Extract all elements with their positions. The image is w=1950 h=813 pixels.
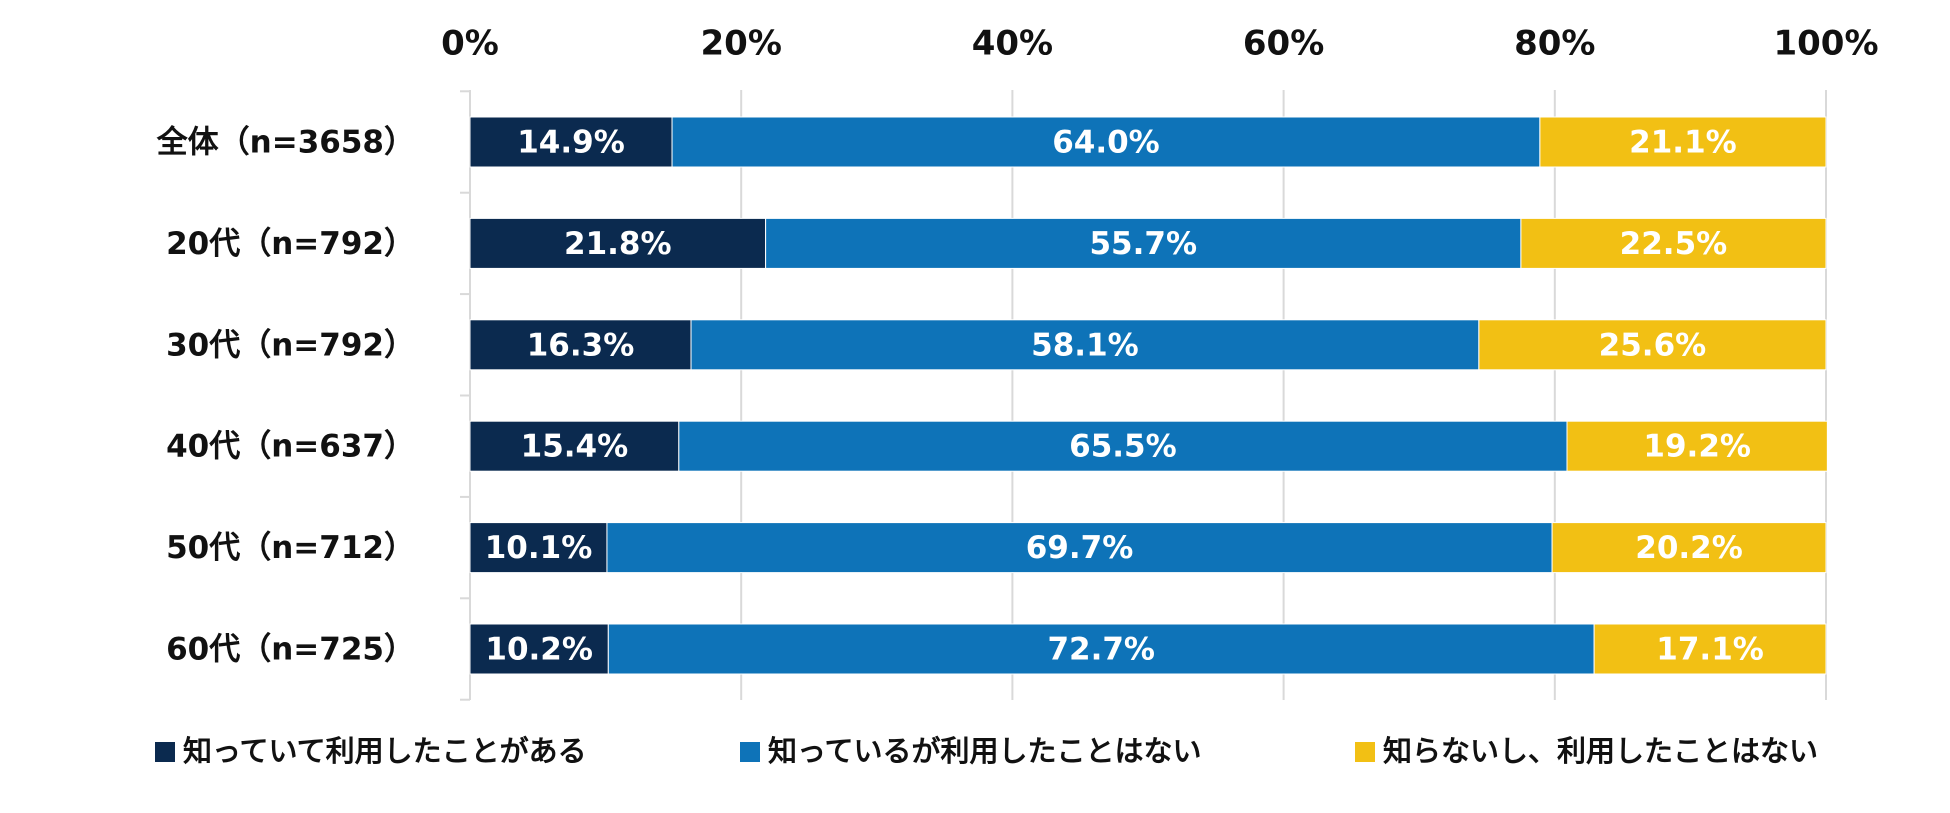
bar-segment xyxy=(606,522,1553,574)
bar-segment xyxy=(1478,319,1827,371)
bar-value-label: 10.1% xyxy=(485,530,593,566)
bar-segment xyxy=(469,319,692,371)
bar-value-label: 17.1% xyxy=(1656,632,1764,668)
bar-segment xyxy=(678,420,1568,472)
bar-segment xyxy=(1566,420,1828,472)
bar-segment xyxy=(469,623,609,675)
x-tick-label: 80% xyxy=(1514,24,1595,64)
bar-value-label: 14.9% xyxy=(517,125,625,161)
bar-segment xyxy=(690,319,1480,371)
bar-value-label: 10.2% xyxy=(485,632,593,668)
bar-value-label: 22.5% xyxy=(1620,226,1728,262)
legend-swatch xyxy=(740,742,760,762)
bar-value-label: 21.8% xyxy=(564,226,672,262)
category-label: 20代（n=792） xyxy=(166,226,415,262)
category-labels: 全体（n=3658） 20代（n=792） 30代（n=792） 40代（n=637）… xyxy=(156,125,415,668)
bar-segment xyxy=(1551,522,1827,574)
legend-label: 知っていて利用したことがある xyxy=(183,734,587,768)
legend-swatch xyxy=(155,742,175,762)
bar-value-label: 65.5% xyxy=(1069,429,1177,465)
legend-swatch xyxy=(1355,742,1375,762)
bar-value-label: 72.7% xyxy=(1047,632,1155,668)
category-label: 30代（n=792） xyxy=(166,327,415,363)
x-axis: 0% 20% 40% 60% 80% 100% xyxy=(441,24,1878,64)
bar-value-label: 64.0% xyxy=(1052,125,1160,161)
legend-label: 知らないし、利用したことはない xyxy=(1383,734,1818,768)
legend-label: 知っているが利用したことはない xyxy=(768,734,1202,768)
x-tick-label: 0% xyxy=(441,24,499,64)
bar-value-label: 19.2% xyxy=(1643,429,1751,465)
bar-segment xyxy=(469,522,608,574)
bar-segment xyxy=(765,217,1522,269)
category-label: 50代（n=712） xyxy=(166,530,415,566)
bars: 14.9% 64.0% 21.1% 21.8% 55.7% 22.5% 16.3% 58.1%… xyxy=(469,116,1828,675)
bar-value-label: 55.7% xyxy=(1089,226,1197,262)
legend: 知っていて利用したことがある 知っているが利用したことはない 知らないし、利用したこ… xyxy=(155,734,1818,768)
x-tick-label: 40% xyxy=(972,24,1053,64)
bar-value-label: 69.7% xyxy=(1026,530,1134,566)
bar-segment xyxy=(1593,623,1827,675)
x-tick-label: 60% xyxy=(1243,24,1324,64)
category-label: 60代（n=725） xyxy=(166,632,415,668)
bar-value-label: 25.6% xyxy=(1599,327,1707,363)
bar-value-label: 20.2% xyxy=(1635,530,1743,566)
x-tick-label: 20% xyxy=(701,24,782,64)
bar-value-label: 21.1% xyxy=(1629,125,1737,161)
grid-lines xyxy=(460,90,1827,701)
bar-segment xyxy=(1539,116,1827,168)
bar-segment xyxy=(1520,217,1827,269)
bar-segment xyxy=(607,623,1595,675)
category-label: 全体（n=3658） xyxy=(156,125,415,161)
bar-segment xyxy=(469,420,680,472)
bar-value-label: 16.3% xyxy=(527,327,635,363)
bar-value-label: 58.1% xyxy=(1031,327,1139,363)
category-label: 40代（n=637） xyxy=(166,429,415,465)
bar-value-label: 15.4% xyxy=(521,429,629,465)
x-tick-label: 100% xyxy=(1773,24,1878,64)
